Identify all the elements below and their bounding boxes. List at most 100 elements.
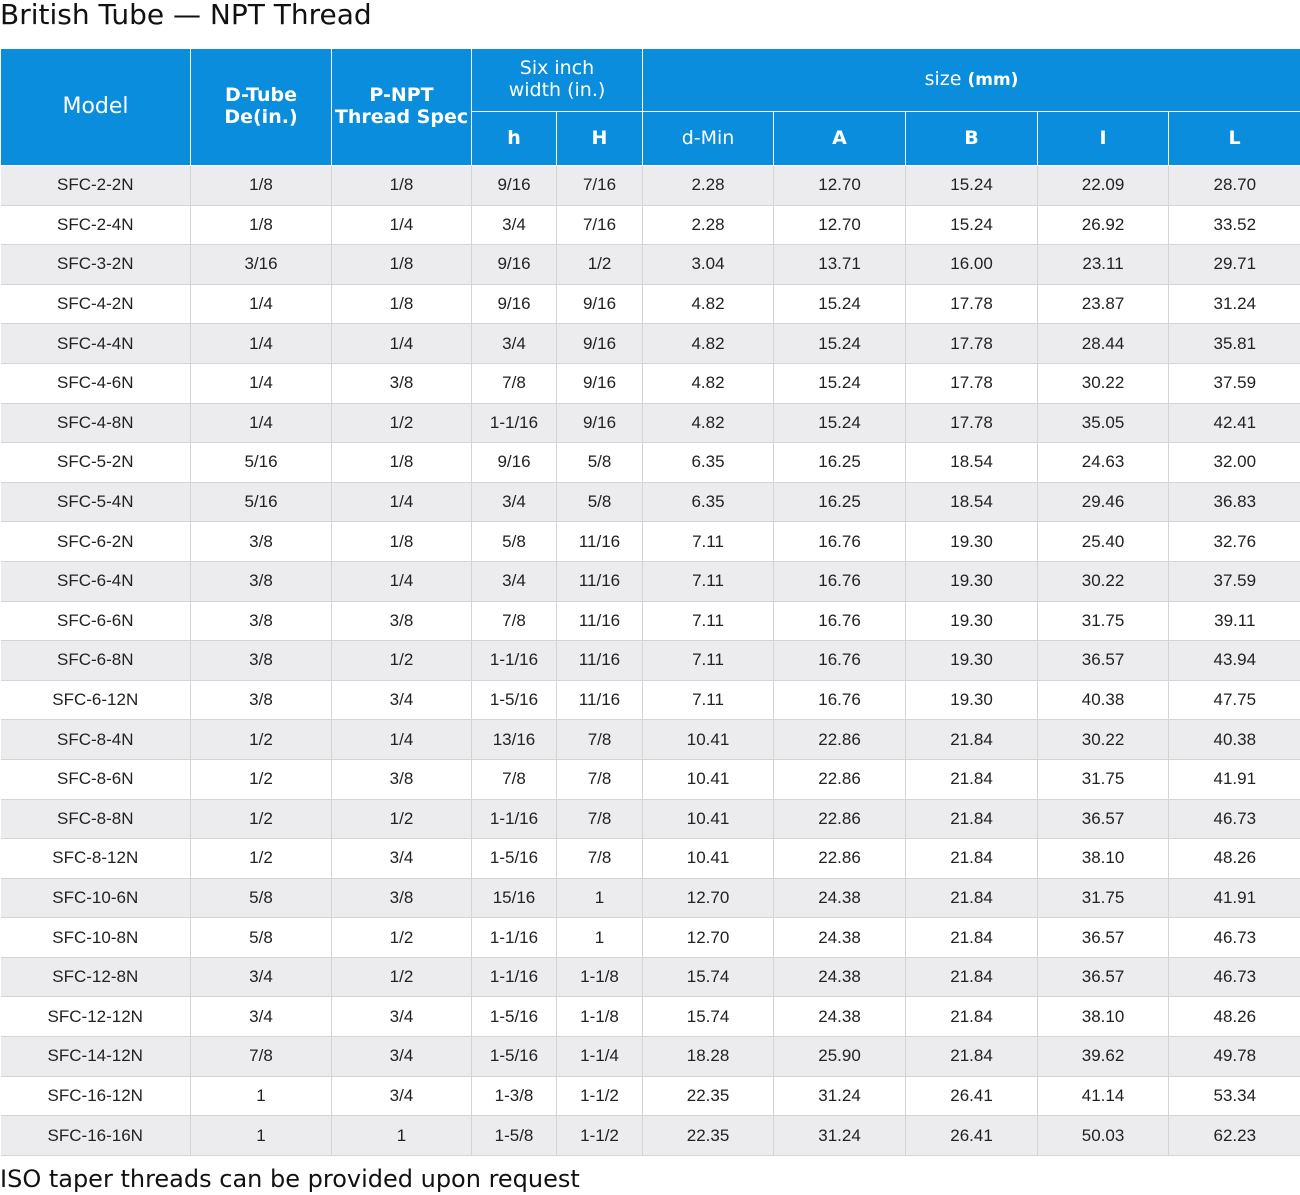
table-row: SFC-4-6N 1/4 3/8 7/8 9/16 4.82 15.24 17.78 30.22… bbox=[0, 363, 1300, 404]
cell-L: 32.00 bbox=[1168, 442, 1300, 483]
cell-h: 1-5/16 bbox=[471, 680, 557, 721]
table-row: SFC-4-8N 1/4 1/2 1-1/16 9/16 4.82 15.24 17.78 35… bbox=[0, 403, 1300, 444]
cell-d-tube: 1/8 bbox=[190, 205, 332, 246]
cell-h: 5/8 bbox=[471, 521, 557, 562]
cell-A: 31.24 bbox=[773, 1076, 907, 1117]
cell-model: SFC-6-6N bbox=[0, 601, 191, 642]
cell-A: 15.24 bbox=[773, 323, 907, 364]
cell-h: 1-1/16 bbox=[471, 917, 557, 958]
cell-d-tube: 1/4 bbox=[190, 323, 332, 364]
cell-d-min: 2.28 bbox=[642, 205, 775, 246]
cell-A: 24.38 bbox=[773, 957, 907, 998]
cell-h: 1-1/16 bbox=[471, 957, 557, 998]
cell-h: 1-5/16 bbox=[471, 1036, 557, 1077]
cell-model: SFC-10-8N bbox=[0, 917, 191, 958]
cell-I: 30.22 bbox=[1037, 719, 1170, 760]
cell-L: 39.11 bbox=[1168, 601, 1300, 642]
cell-L: 48.26 bbox=[1168, 996, 1300, 1038]
table-row: SFC-6-4N 3/8 1/4 3/4 11/16 7.11 16.76 19.30 30.2… bbox=[0, 561, 1300, 602]
cell-H: 11/16 bbox=[556, 640, 644, 681]
cell-H: 7/8 bbox=[556, 799, 644, 840]
header-p-npt-line1: P-NPT bbox=[369, 84, 434, 107]
cell-L: 47.75 bbox=[1168, 680, 1300, 721]
table-row: SFC-8-6N 1/2 3/8 7/8 7/8 10.41 22.86 21.84 31.75… bbox=[0, 759, 1300, 800]
cell-B: 15.24 bbox=[905, 165, 1039, 206]
cell-p-npt: 1/4 bbox=[331, 205, 472, 246]
cell-B: 18.54 bbox=[905, 442, 1039, 483]
cell-I: 30.22 bbox=[1037, 561, 1170, 602]
cell-A: 15.24 bbox=[773, 403, 907, 444]
cell-h: 9/16 bbox=[471, 244, 557, 285]
cell-d-tube: 1 bbox=[190, 1076, 332, 1117]
cell-L: 28.70 bbox=[1168, 165, 1300, 206]
header-I: I bbox=[1037, 111, 1170, 166]
cell-I: 31.75 bbox=[1037, 601, 1170, 642]
header-size: size (mm) bbox=[642, 48, 1300, 112]
cell-d-min: 2.28 bbox=[642, 165, 775, 206]
cell-d-min: 4.82 bbox=[642, 284, 775, 325]
table-row: SFC-16-16N 1 1 1-5/8 1-1/2 22.35 31.24 26.41 50.… bbox=[0, 1115, 1300, 1156]
header-d-tube-line1: D-Tube bbox=[224, 84, 298, 107]
cell-d-tube: 3/8 bbox=[190, 601, 332, 642]
cell-A: 16.76 bbox=[773, 601, 907, 642]
page-title: British Tube — NPT Thread bbox=[0, 0, 372, 31]
cell-p-npt: 1/4 bbox=[331, 561, 472, 602]
cell-d-tube: 3/4 bbox=[190, 957, 332, 998]
cell-I: 30.22 bbox=[1037, 363, 1170, 404]
header-B: B bbox=[905, 111, 1039, 166]
table-body: SFC-2-2N 1/8 1/8 9/16 7/16 2.28 12.70 15.24 22.0… bbox=[0, 165, 1300, 1156]
cell-A: 16.76 bbox=[773, 561, 907, 602]
cell-h: 7/8 bbox=[471, 759, 557, 800]
cell-model: SFC-16-16N bbox=[0, 1115, 191, 1156]
cell-H: 11/16 bbox=[556, 680, 644, 721]
cell-B: 26.41 bbox=[905, 1115, 1039, 1156]
cell-model: SFC-8-8N bbox=[0, 799, 191, 840]
cell-d-tube: 1/4 bbox=[190, 363, 332, 404]
cell-L: 41.91 bbox=[1168, 878, 1300, 919]
cell-model: SFC-12-12N bbox=[0, 996, 191, 1038]
cell-I: 23.87 bbox=[1037, 284, 1170, 325]
table-row: SFC-6-12N 3/8 3/4 1-5/16 11/16 7.11 16.76 19.30… bbox=[0, 680, 1300, 721]
cell-p-npt: 3/4 bbox=[331, 996, 472, 1038]
cell-d-min: 4.82 bbox=[642, 363, 775, 404]
cell-h: 1-5/8 bbox=[471, 1115, 557, 1156]
cell-A: 22.86 bbox=[773, 719, 907, 760]
cell-model: SFC-8-4N bbox=[0, 719, 191, 760]
cell-I: 39.62 bbox=[1037, 1036, 1170, 1077]
cell-model: SFC-4-6N bbox=[0, 363, 191, 404]
header-d-min: d-Min bbox=[642, 111, 775, 166]
cell-A: 16.76 bbox=[773, 680, 907, 721]
footnote: ISO taper threads can be provided upon r… bbox=[0, 1165, 580, 1193]
cell-H: 5/8 bbox=[556, 442, 644, 483]
table-row: SFC-5-2N 5/16 1/8 9/16 5/8 6.35 16.25 18.54 24.6… bbox=[0, 442, 1300, 483]
cell-d-tube: 5/8 bbox=[190, 878, 332, 919]
cell-h: 15/16 bbox=[471, 878, 557, 919]
cell-model: SFC-2-4N bbox=[0, 205, 191, 246]
cell-p-npt: 1/4 bbox=[331, 482, 472, 523]
cell-H: 1-1/2 bbox=[556, 1076, 644, 1117]
cell-d-min: 10.41 bbox=[642, 838, 775, 879]
cell-p-npt: 3/8 bbox=[331, 759, 472, 800]
cell-d-min: 22.35 bbox=[642, 1115, 775, 1156]
cell-L: 35.81 bbox=[1168, 323, 1300, 364]
cell-L: 46.73 bbox=[1168, 917, 1300, 958]
header-H: H bbox=[555, 111, 644, 166]
cell-A: 24.38 bbox=[773, 917, 907, 958]
cell-A: 16.25 bbox=[773, 482, 907, 523]
cell-A: 24.38 bbox=[773, 996, 907, 1038]
cell-H: 7/16 bbox=[556, 205, 644, 246]
cell-d-min: 6.35 bbox=[642, 442, 775, 483]
cell-L: 37.59 bbox=[1168, 561, 1300, 602]
cell-B: 21.84 bbox=[905, 759, 1039, 800]
cell-d-tube: 1 bbox=[190, 1115, 332, 1156]
cell-d-min: 7.11 bbox=[642, 680, 775, 721]
cell-H: 1 bbox=[556, 878, 644, 919]
cell-model: SFC-12-8N bbox=[0, 957, 191, 998]
cell-H: 5/8 bbox=[556, 482, 644, 523]
cell-I: 35.05 bbox=[1037, 403, 1170, 444]
cell-d-min: 3.04 bbox=[642, 244, 775, 285]
cell-h: 1-5/16 bbox=[471, 996, 557, 1038]
cell-h: 9/16 bbox=[471, 442, 557, 483]
cell-h: 1-5/16 bbox=[471, 838, 557, 879]
table-row: SFC-14-12N 7/8 3/4 1-5/16 1-1/4 18.28 25.90 21.… bbox=[0, 1036, 1300, 1077]
